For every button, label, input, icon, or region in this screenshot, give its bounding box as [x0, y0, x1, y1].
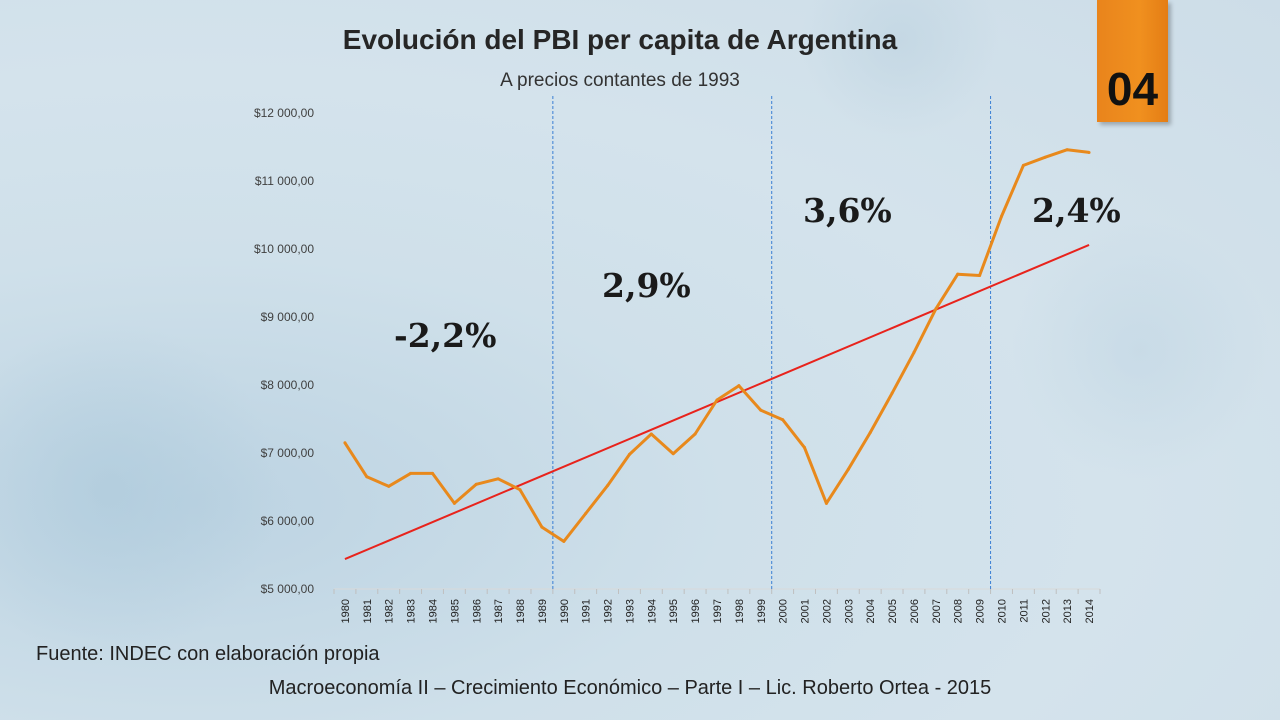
data-point-2000: [781, 418, 785, 422]
growth-label-2000-2010: 3,6%: [803, 191, 892, 230]
data-point-2011: [1021, 163, 1025, 167]
data-point-1985: [452, 501, 456, 505]
x-tick-label: 1992: [603, 599, 615, 623]
x-tick-label: 2011: [1018, 599, 1030, 623]
x-tick-label: 1994: [646, 599, 658, 623]
x-tick-label: 2000: [778, 599, 790, 623]
data-point-2001: [803, 446, 807, 450]
x-tick-label: 2006: [909, 599, 921, 623]
x-tick-label: 2010: [997, 599, 1009, 623]
data-point-2004: [868, 431, 872, 435]
y-tick-label: $8 000,00: [261, 378, 315, 392]
chart-subtitle: A precios contantes de 1993: [500, 70, 740, 91]
period-dividers: [552, 96, 992, 589]
x-tick-label: 1989: [537, 599, 549, 623]
x-tick-label: 2004: [865, 599, 877, 623]
data-point-2009: [978, 274, 982, 278]
growth-label-1980-1990: -2,2%: [394, 316, 497, 355]
chart-title: Evolución del PBI per capita de Argentin…: [342, 24, 898, 55]
x-tick-label: 1985: [449, 599, 461, 623]
data-point-1983: [409, 471, 413, 475]
data-point-2014: [1087, 150, 1091, 154]
data-point-1990: [562, 539, 566, 543]
y-tick-label: $12 000,00: [254, 106, 314, 120]
data-point-1981: [365, 475, 369, 479]
data-point-1997: [715, 398, 719, 402]
y-tick-label: $9 000,00: [261, 310, 315, 324]
x-tick-label: 2014: [1084, 599, 1096, 623]
y-tick-label: $6 000,00: [261, 514, 315, 528]
footer-text: Macroeconomía II – Crecimiento Económico…: [268, 677, 992, 699]
series-layer: [343, 148, 1091, 561]
x-tick-label: 1987: [493, 599, 505, 623]
x-tick-label: 2007: [931, 599, 943, 623]
data-point-2005: [890, 391, 894, 395]
x-tick-label: 2012: [1040, 599, 1052, 623]
x-tick-label: 2002: [821, 599, 833, 623]
data-point-1992: [606, 484, 610, 488]
data-point-1989: [540, 525, 544, 529]
x-tick-label: 1983: [406, 599, 418, 623]
x-tick-label: 1988: [515, 599, 527, 623]
data-point-1996: [693, 432, 697, 436]
x-tick-label: 2009: [975, 599, 987, 623]
data-point-2007: [934, 307, 938, 311]
x-tick-label: 1998: [734, 599, 746, 623]
x-tick-label: 2001: [800, 599, 812, 623]
x-tick-label: 2008: [953, 599, 965, 623]
x-tick-label: 1990: [559, 599, 571, 623]
data-point-1987: [496, 477, 500, 481]
source-note: Fuente: INDEC con elaboración propia: [36, 643, 380, 665]
data-point-1998: [737, 384, 741, 388]
data-point-2003: [846, 467, 850, 471]
x-tick-label: 1981: [362, 599, 374, 623]
x-axis: 1980 1981 1982 1983 1984 1985 1986 1987 1988 1989…: [333, 588, 1101, 623]
data-point-1986: [474, 482, 478, 486]
data-point-1993: [627, 452, 631, 456]
x-tick-label: 1995: [668, 599, 680, 623]
growth-label-1990-2000: 2,9%: [602, 266, 691, 305]
slide-number-badge: 04: [1097, 0, 1168, 122]
data-point-1980: [343, 441, 347, 445]
data-point-1995: [671, 452, 675, 456]
data-point-2002: [824, 501, 828, 505]
data-point-1999: [759, 408, 763, 412]
x-tick-label: 1999: [756, 599, 768, 623]
x-tick-label: 1980: [340, 599, 352, 623]
x-tick-label: 1986: [471, 599, 483, 623]
data-point-1982: [387, 484, 391, 488]
y-tick-label: $7 000,00: [261, 446, 315, 460]
x-tick-label: 2003: [843, 599, 855, 623]
x-tick-label: 2013: [1062, 599, 1074, 623]
data-point-1988: [518, 488, 522, 492]
data-point-2006: [912, 350, 916, 354]
x-tick-label: 1996: [690, 599, 702, 623]
data-point-2008: [956, 272, 960, 276]
y-axis: $5 000,00 $6 000,00 $7 000,00 $8 000,00 $9 0…: [254, 106, 314, 596]
background-decoration: [0, 320, 280, 660]
x-tick-label: 1997: [712, 599, 724, 623]
data-point-2013: [1065, 148, 1069, 152]
slide-number: 04: [1106, 63, 1159, 115]
y-tick-label: $10 000,00: [254, 242, 314, 256]
data-point-1991: [584, 512, 588, 516]
x-tick-label: 1991: [581, 599, 593, 623]
x-tick-label: 1984: [427, 599, 439, 623]
x-tick-label: 2005: [887, 599, 899, 623]
data-point-2010: [1000, 214, 1004, 218]
y-tick-label: $11 000,00: [255, 174, 314, 188]
background-decoration: [1010, 220, 1270, 480]
x-tick-label: 1993: [624, 599, 636, 623]
data-point-2012: [1043, 155, 1047, 159]
growth-label-2010-2014: 2,4%: [1032, 191, 1121, 230]
data-point-1984: [430, 471, 434, 475]
data-point-1994: [649, 432, 653, 436]
x-tick-label: 1982: [384, 599, 396, 623]
y-tick-label: $5 000,00: [261, 582, 315, 596]
